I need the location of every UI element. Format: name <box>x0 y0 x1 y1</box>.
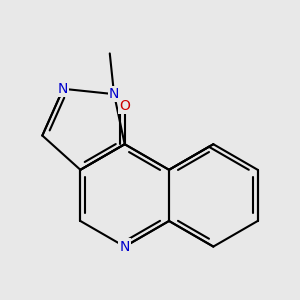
Text: N: N <box>119 240 130 254</box>
Text: N: N <box>58 82 68 96</box>
Text: N: N <box>109 87 119 101</box>
Text: O: O <box>119 99 130 113</box>
